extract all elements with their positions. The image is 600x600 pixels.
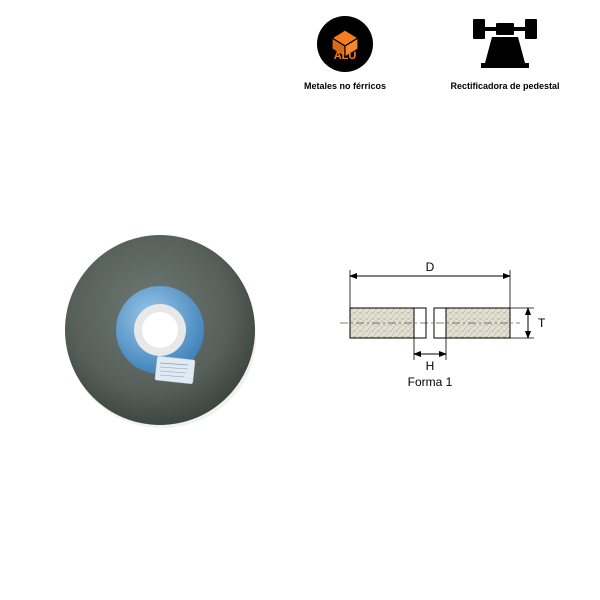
diagram: D H T Forma 1	[330, 258, 550, 403]
H-label: H	[426, 359, 435, 373]
icon-alu: ALU Metales no férricos	[285, 15, 405, 91]
grinder-icon	[470, 15, 540, 73]
D-label: D	[426, 260, 435, 274]
T-label: T	[538, 316, 546, 330]
forma1-diagram: D H T Forma 1	[330, 258, 550, 398]
diagram-caption: Forma 1	[408, 375, 453, 389]
alu-label: Metales no férricos	[304, 81, 386, 91]
wheel-photo	[60, 230, 260, 430]
alu-text: ALU	[334, 50, 357, 62]
main-row: D H T Forma 1	[0, 230, 600, 430]
grinder-label: Rectificadora de pedestal	[450, 81, 559, 91]
icons-row: ALU Metales no férricos Rectificadora de…	[285, 15, 565, 91]
icon-grinder: Rectificadora de pedestal	[445, 15, 565, 91]
alu-icon: ALU	[316, 15, 374, 73]
